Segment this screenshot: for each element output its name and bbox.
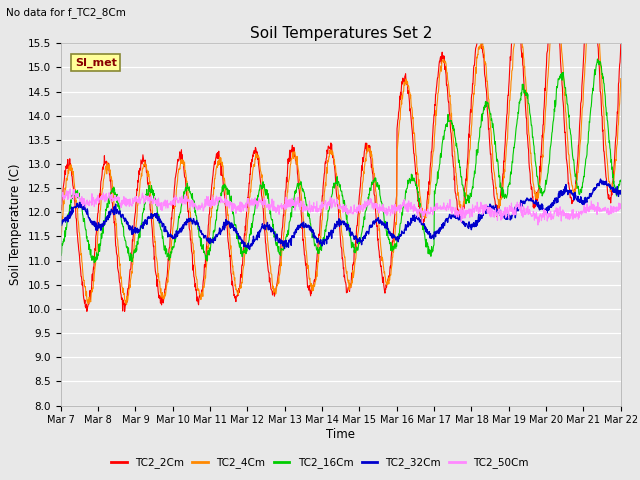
Line: TC2_4Cm: TC2_4Cm — [61, 38, 621, 305]
TC2_16Cm — [617, 177, 625, 183]
X-axis label: Time: Time — [326, 428, 355, 441]
TC2_4Cm — [57, 233, 65, 239]
TC2_50Cm — [551, 209, 559, 215]
Text: No data for f_TC2_8Cm: No data for f_TC2_8Cm — [6, 7, 126, 18]
TC2_2Cm — [474, 36, 481, 41]
TC2_32Cm — [244, 242, 252, 248]
TC2_2Cm — [182, 180, 189, 186]
Legend: TC2_2Cm, TC2_4Cm, TC2_16Cm, TC2_32Cm, TC2_50Cm: TC2_2Cm, TC2_4Cm, TC2_16Cm, TC2_32Cm, TC… — [107, 453, 533, 472]
Line: TC2_2Cm: TC2_2Cm — [61, 38, 621, 312]
TC2_4Cm — [168, 237, 176, 242]
TC2_32Cm — [501, 215, 509, 220]
TC2_50Cm — [57, 199, 65, 204]
TC2_2Cm — [57, 207, 65, 213]
TC2_4Cm — [617, 76, 625, 82]
TC2_16Cm — [244, 241, 252, 247]
TC2_2Cm — [83, 309, 91, 314]
TC2_16Cm — [551, 108, 559, 114]
TC2_16Cm — [501, 192, 509, 197]
TC2_32Cm — [57, 220, 65, 226]
TC2_4Cm — [511, 36, 519, 41]
TC2_16Cm — [168, 245, 176, 251]
TC2_16Cm — [428, 249, 436, 255]
TC2_16Cm — [57, 250, 65, 256]
TC2_2Cm — [244, 190, 252, 196]
TC2_50Cm — [168, 198, 176, 204]
Line: TC2_50Cm: TC2_50Cm — [61, 189, 621, 225]
TC2_16Cm — [182, 184, 189, 190]
TC2_2Cm — [502, 130, 509, 135]
TC2_4Cm — [551, 36, 559, 41]
TC2_2Cm — [551, 36, 559, 41]
TC2_32Cm — [428, 233, 436, 239]
TC2_50Cm — [534, 222, 541, 228]
TC2_4Cm — [244, 211, 252, 216]
TC2_2Cm — [428, 145, 436, 151]
TC2_16Cm — [90, 260, 98, 265]
TC2_32Cm — [182, 222, 189, 228]
TC2_4Cm — [428, 164, 436, 169]
Y-axis label: Soil Temperature (C): Soil Temperature (C) — [9, 164, 22, 285]
TC2_32Cm — [168, 234, 175, 240]
TC2_50Cm — [617, 204, 625, 209]
TC2_4Cm — [182, 170, 189, 176]
Line: TC2_16Cm: TC2_16Cm — [61, 59, 621, 263]
TC2_4Cm — [123, 302, 131, 308]
TC2_32Cm — [246, 247, 253, 252]
TC2_2Cm — [617, 42, 625, 48]
TC2_4Cm — [501, 159, 509, 165]
TC2_50Cm — [67, 186, 74, 192]
TC2_50Cm — [244, 199, 252, 204]
Line: TC2_32Cm: TC2_32Cm — [61, 179, 621, 250]
Title: Soil Temperatures Set 2: Soil Temperatures Set 2 — [250, 25, 432, 41]
TC2_50Cm — [501, 204, 509, 210]
TC2_32Cm — [617, 191, 625, 196]
TC2_16Cm — [594, 56, 602, 62]
Text: SI_met: SI_met — [75, 58, 116, 68]
TC2_50Cm — [182, 201, 189, 207]
TC2_32Cm — [551, 201, 559, 206]
TC2_50Cm — [428, 207, 436, 213]
TC2_2Cm — [168, 210, 176, 216]
TC2_32Cm — [596, 176, 604, 182]
